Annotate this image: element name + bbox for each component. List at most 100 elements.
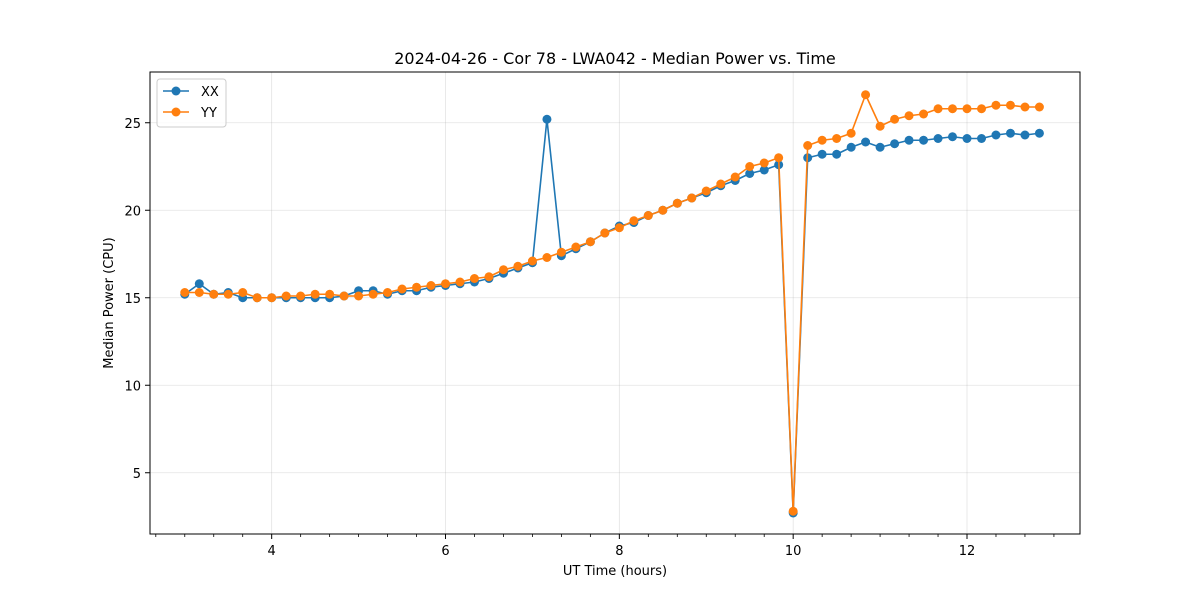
data-point-yy (484, 272, 494, 282)
x-axis-label: UT Time (hours) (563, 564, 667, 579)
data-point-yy (947, 104, 957, 114)
data-point-xx (759, 165, 769, 175)
data-point-yy (933, 104, 943, 114)
x-tick-label: 6 (441, 544, 449, 559)
data-point-xx (947, 132, 957, 142)
data-point-yy (600, 228, 610, 238)
legend-marker-xx (171, 86, 181, 96)
data-point-xx (890, 139, 900, 149)
data-point-yy (832, 134, 842, 143)
chart-title: 2024-04-26 - Cor 78 - LWA042 - Median Po… (394, 49, 836, 68)
data-point-yy (846, 128, 856, 138)
data-point-xx (542, 114, 552, 124)
data-point-xx (962, 134, 972, 143)
data-point-yy (672, 198, 682, 208)
data-point-yy (890, 114, 900, 124)
data-point-yy (861, 90, 871, 100)
data-point-yy (774, 153, 784, 163)
data-point-yy (745, 162, 755, 171)
data-point-yy (643, 211, 653, 220)
data-point-yy (919, 109, 929, 119)
data-point-xx (846, 142, 856, 152)
legend-marker-yy (171, 107, 181, 117)
data-point-yy (397, 284, 407, 294)
y-tick-label: 10 (124, 379, 141, 394)
data-point-yy (977, 104, 987, 114)
data-point-xx (745, 169, 755, 178)
y-tick-label: 5 (133, 467, 141, 482)
data-point-xx (991, 130, 1001, 140)
data-point-yy (339, 291, 349, 301)
data-point-yy (238, 288, 248, 297)
data-point-yy (875, 121, 885, 131)
data-point-yy (223, 289, 233, 299)
data-point-yy (252, 293, 262, 303)
data-point-yy (1020, 102, 1030, 112)
x-tick-label: 8 (615, 544, 623, 559)
data-point-yy (701, 186, 711, 196)
data-point-xx (919, 135, 929, 145)
data-point-yy (209, 289, 219, 299)
data-point-yy (803, 141, 813, 150)
data-point-yy (383, 288, 393, 297)
data-point-xx (1020, 130, 1030, 140)
data-point-yy (412, 282, 422, 292)
legend-label-yy: YY (200, 106, 217, 121)
data-point-yy (1034, 102, 1044, 112)
data-point-yy (788, 506, 798, 516)
data-point-yy (716, 179, 726, 189)
data-point-yy (614, 223, 624, 233)
data-point-yy (310, 289, 320, 299)
data-point-yy (469, 274, 479, 283)
data-point-yy (658, 205, 668, 215)
data-point-yy (368, 289, 378, 299)
data-point-xx (1034, 128, 1044, 138)
data-point-yy (441, 279, 451, 289)
data-point-yy (281, 291, 291, 301)
data-point-yy (527, 256, 537, 266)
data-point-xx (875, 142, 885, 152)
data-point-yy (730, 172, 740, 182)
x-tick-label: 4 (268, 544, 276, 559)
data-point-yy (817, 135, 827, 145)
y-axis-label: Median Power (CPU) (102, 237, 117, 368)
data-point-yy (904, 111, 914, 121)
x-tick-label: 12 (959, 544, 976, 559)
axis-layer: 4 6 8 10 12 5 10 15 20 25 (124, 117, 1055, 559)
data-point-yy (296, 291, 306, 301)
y-tick-label: 20 (124, 204, 141, 219)
legend-label-xx: XX (201, 85, 219, 100)
data-point-yy (354, 291, 364, 301)
data-point-xx (904, 135, 914, 145)
data-point-yy (571, 242, 581, 252)
data-point-yy (962, 104, 972, 114)
data-point-yy (556, 247, 566, 257)
data-point-yy (498, 265, 508, 275)
data-point-yy (180, 288, 190, 297)
data-point-yy (585, 237, 595, 247)
legend: XX YY (156, 78, 227, 128)
x-tick-label: 10 (785, 544, 802, 559)
data-point-yy (542, 253, 552, 262)
data-point-xx (832, 149, 842, 159)
data-point-yy (687, 193, 697, 203)
plot-frame (149, 71, 1081, 535)
data-point-yy (991, 100, 1001, 110)
data-point-yy (759, 158, 769, 168)
data-point-yy (194, 288, 204, 297)
data-point-yy (1005, 100, 1015, 110)
data-point-xx (861, 137, 871, 147)
data-point-xx (194, 279, 204, 289)
data-point-yy (426, 281, 436, 290)
data-point-yy (325, 289, 335, 299)
data-point-yy (455, 277, 465, 287)
data-point-xx (817, 149, 827, 159)
data-point-yy (267, 293, 277, 303)
series-layer (180, 90, 1044, 518)
y-tick-label: 15 (124, 292, 141, 307)
y-tick-label: 25 (124, 117, 141, 132)
data-point-xx (977, 134, 987, 143)
data-point-xx (933, 134, 943, 143)
